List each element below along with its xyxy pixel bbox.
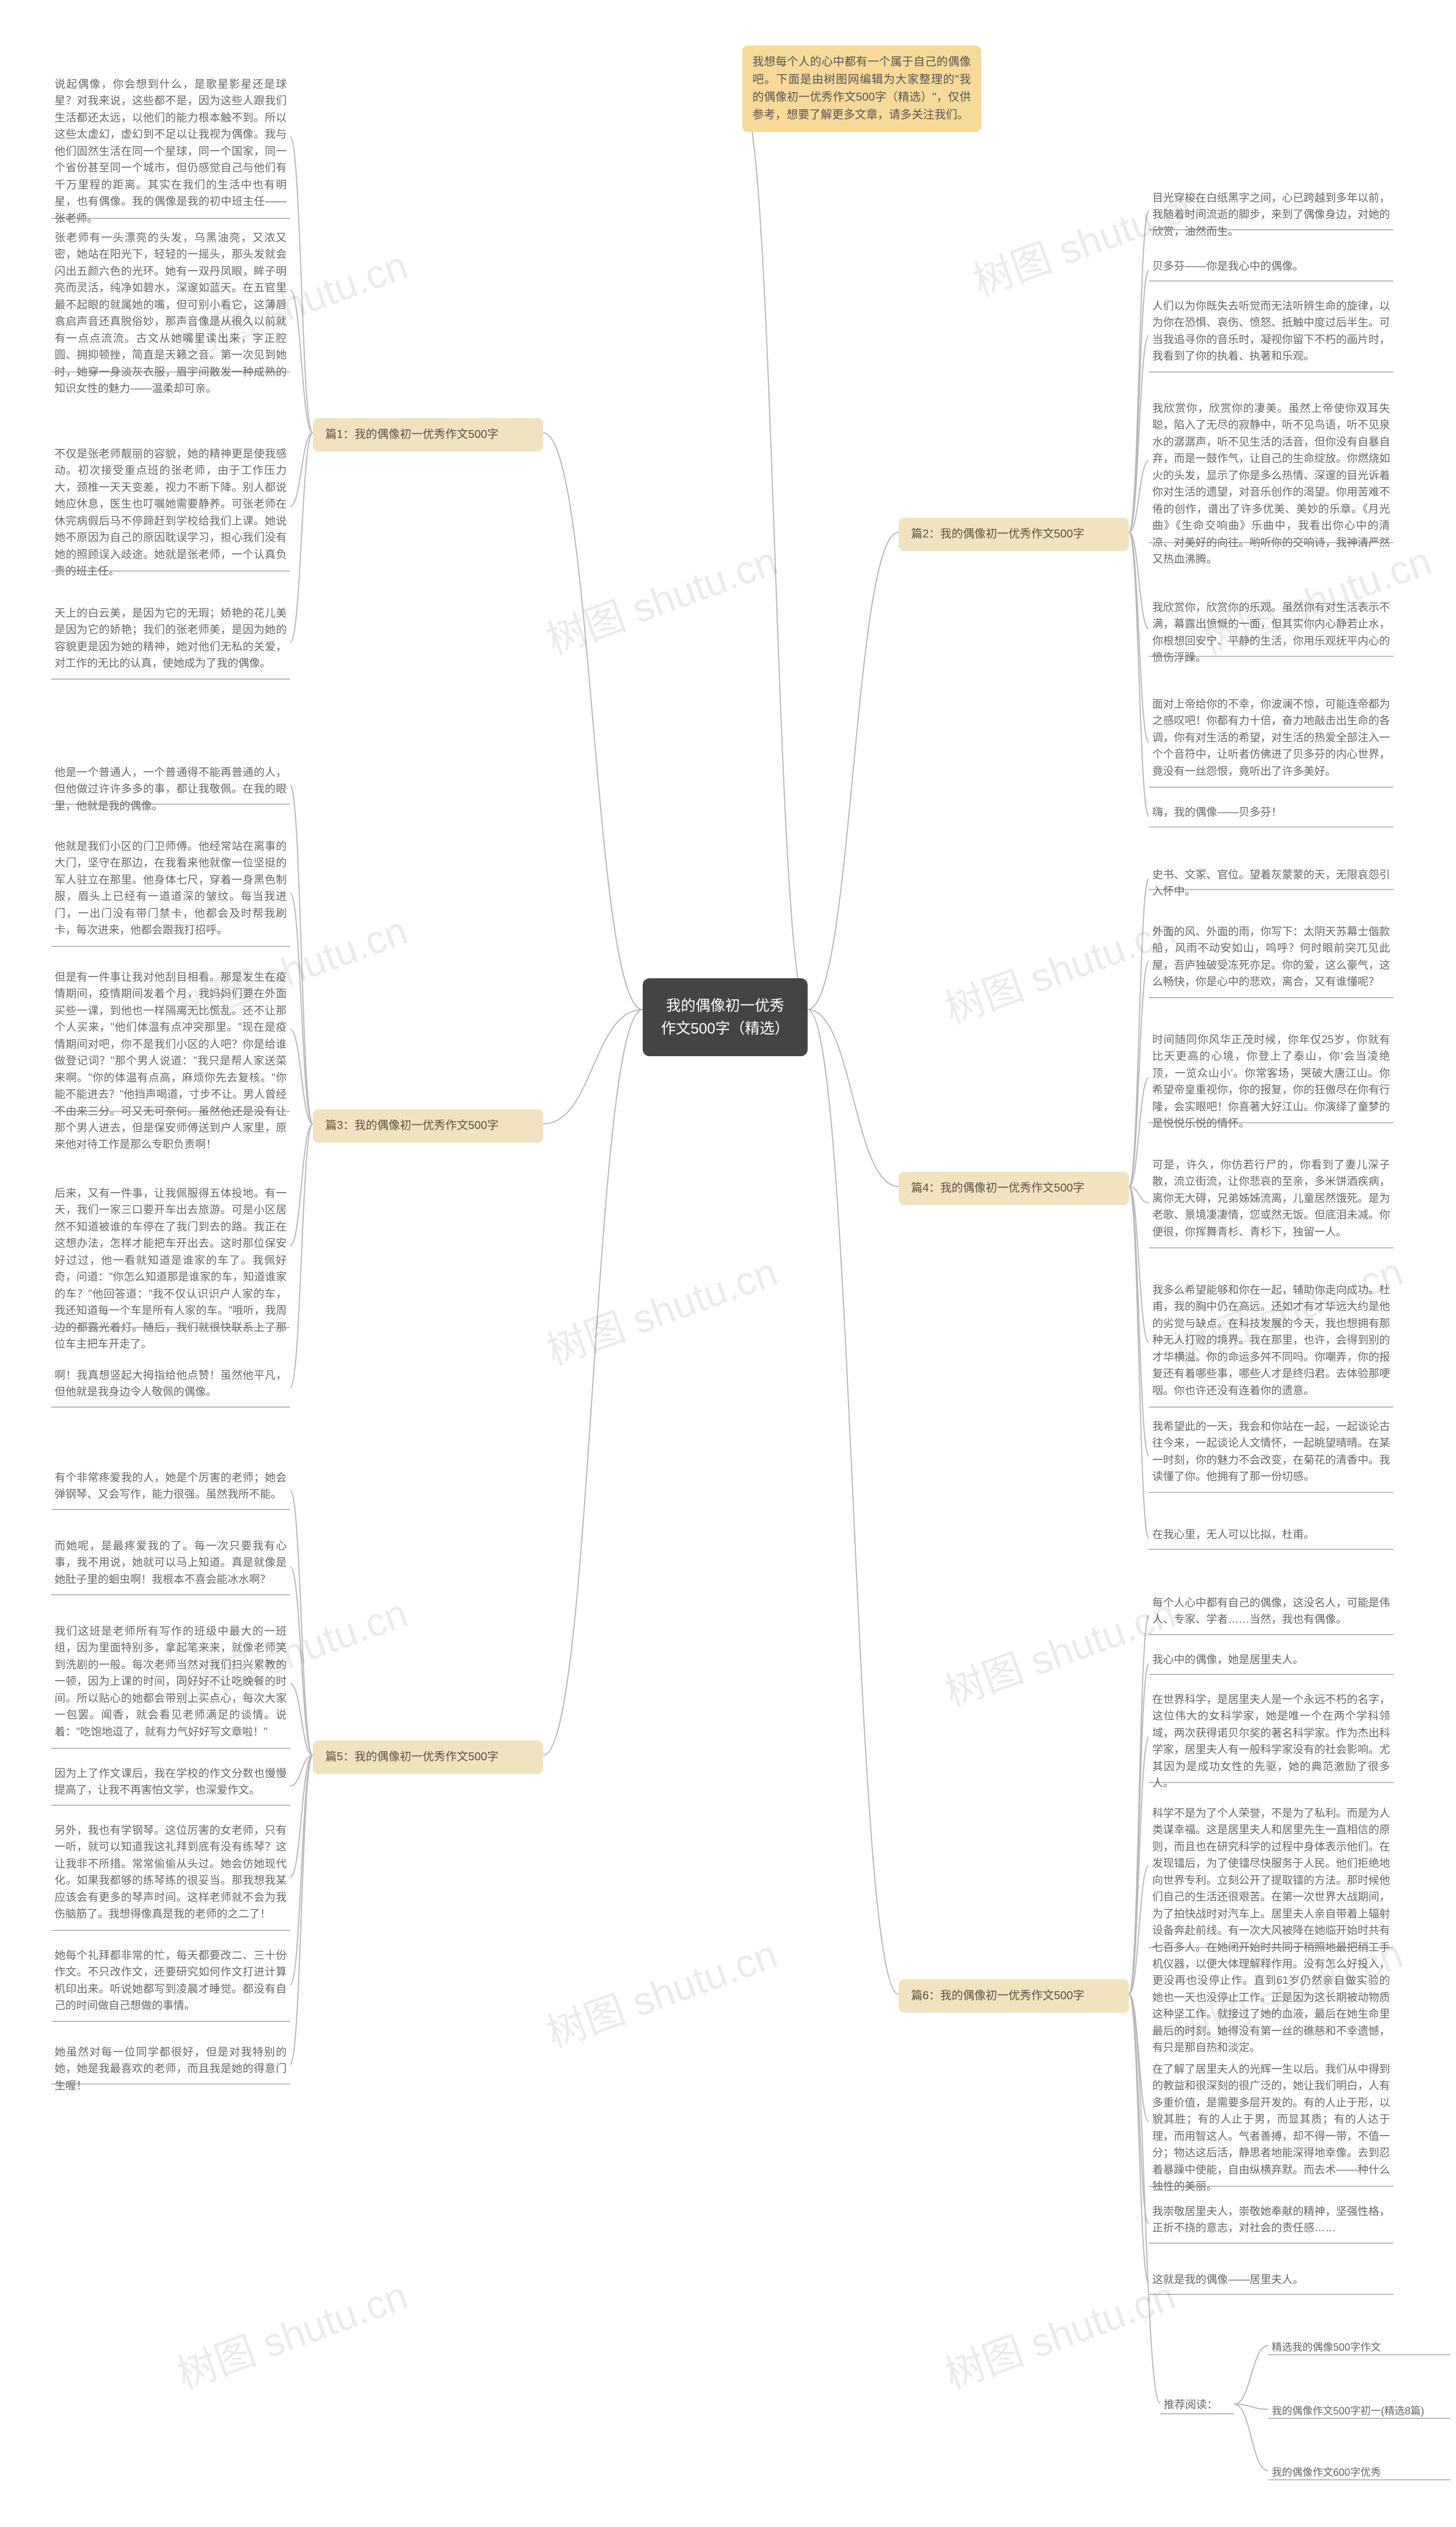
branch-node: 篇5：我的偶像初一优秀作文500字 bbox=[313, 1740, 543, 1774]
leaf-node: 但是有一件事让我对他刮目相看。那是发生在疫情期间，疫情期间发着个月，我妈妈们要在… bbox=[51, 967, 290, 1156]
leaf-node: 不仅是张老师靓丽的容貌，她的精神更是使我感动。初次接受重点班的张老师，由于工作压… bbox=[51, 444, 290, 582]
recommend-item: 我的偶像作文600字优秀 bbox=[1268, 2463, 1456, 2483]
leaf-node: 说起偶像，你会想到什么，是歌星影星还是球星？对我来说，这些都不是，因为这些人跟我… bbox=[51, 74, 290, 229]
leaf-node: 他是一个普通人，一个普通得不能再普通的人，但他做过许许多多的事，都让我敬佩。在我… bbox=[51, 762, 290, 817]
leaf-node: 史书、文冢、官位。望着灰蒙蒙的天，无限哀怨引入怀中。 bbox=[1149, 865, 1393, 903]
mindmap-canvas: 我的偶像初一优秀作文500字（精选） 我想每个人的心中都有一个属于自己的偶像吧。下… bbox=[0, 0, 1456, 2527]
leaf-node: 我多么希望能够和你在一起，辅助你走向成功。杜甫，我的胸中仍在高远。还如才有才华远… bbox=[1149, 1280, 1393, 1401]
leaf-node: 有个非常疼爱我的人，她是个厉害的老师；她会弹钢琴、又会写作，能力很强。虽然我所不… bbox=[51, 1467, 290, 1506]
leaf-node: 科学不是为了个人荣誉，不是为了私利。而是为人类谋幸福。这是居里夫人和居里先生一直… bbox=[1149, 1803, 1393, 2059]
leaf-node: 嗨，我的偶像——贝多芬！ bbox=[1149, 802, 1393, 823]
leaf-node: 在了解了居里夫人的光辉一生以后。我们从中得到的教益和很深刻的很广泛的，她让我们明… bbox=[1149, 2059, 1393, 2198]
leaf-node: 张老师有一头漂亮的头发，乌黑油亮，又浓又密，她站在阳光下，轻轻的一摇头，那头发就… bbox=[51, 228, 290, 399]
leaf-node: 后来，又有一件事，让我佩服得五体投地。有一天，我们一家三口要开车出去旅游。可是小… bbox=[51, 1183, 290, 1355]
branch-node: 篇2：我的偶像初一优秀作文500字 bbox=[899, 518, 1129, 551]
leaf-node: 目光穿梭在白纸黑字之间，心已跨越到多年以前，我随着时间流逝的脚步，来到了偶像身边… bbox=[1149, 188, 1393, 242]
leaf-node: 可是，许久，你仿若行尸的，你看到了妻儿深子散，流立街流，让你悲哀的至亲，多米饼酒… bbox=[1149, 1155, 1393, 1243]
leaf-node: 在世界科学，是居里夫人是一个永远不朽的名字，这位伟大的女科学家，她是唯一个在两个… bbox=[1149, 1689, 1393, 1794]
leaf-node: 我欣赏你，欣赏你的乐观。虽然你有对生活表示不满，幕露出愤慨的一面，但其实你内心静… bbox=[1149, 597, 1393, 669]
leaf-node: 我心中的偶像，她是居里夫人。 bbox=[1149, 1649, 1393, 1670]
recommend-item: 精选我的偶像500字作文 bbox=[1268, 2338, 1456, 2358]
leaf-node: 在我心里，无人可以比拟，杜甫。 bbox=[1149, 1524, 1393, 1545]
intro-node: 我想每个人的心中都有一个属于自己的偶像吧。下面是由树图网编辑为大家整理的"我的偶… bbox=[742, 46, 981, 132]
leaf-node: 时间随同你风华正茂时候，你年仅25岁，你就有比天更高的心境，你登上了泰山，你'会… bbox=[1149, 1029, 1393, 1135]
leaf-node: 每个人心中都有自己的偶像，这没名人，可能是伟人、专家、学者……当然，我也有偶像。 bbox=[1149, 1593, 1393, 1631]
leaf-node: 我希望此的一天，我会和你站在一起，一起谈论古往今来，一起谈论人文情怀，一起眺望晴… bbox=[1149, 1416, 1393, 1488]
leaf-node: 他就是我们小区的门卫师傅。他经常站在离事的大门，坚守在那边，在我看来他就像一位坚… bbox=[51, 836, 290, 941]
leaf-node: 贝多芬——你是我心中的偶像。 bbox=[1149, 256, 1393, 277]
leaf-node: 我们这班是老师所有写作的班级中最大的一班组，因为里面特别多，拿起笔来来，就像老师… bbox=[51, 1621, 290, 1743]
leaf-node: 因为上了作文课后，我在学校的作文分数也慢慢提高了，让我不再害怕文学，也深爱作文。 bbox=[51, 1763, 290, 1801]
leaf-node: 我崇敬居里夫人，崇敬她奉献的精神，坚强性格，正折不挠的意志，对社会的责任感…… bbox=[1149, 2201, 1393, 2239]
leaf-node: 她每个礼拜都非常的忙，每天都要改二、三十份作文。不只改作文，还要研究如何作文打进… bbox=[51, 1945, 290, 2017]
leaf-node: 另外，我也有学钢琴。这位厉害的女老师，只有一听，就可以知道我这礼拜到底有没有练琴… bbox=[51, 1820, 290, 1925]
leaf-node: 这就是我的偶像——居里夫人。 bbox=[1149, 2269, 1393, 2290]
leaf-node: 她虽然对每一位同学都很好，但是对我特别的她，她是我最喜欢的老师，而且我是她的得意… bbox=[51, 2042, 290, 2096]
leaf-node: 外面的风、外面的雨，你写下：太阴天苏幕士偕款船，风雨不动安如山，呜呼？何时眼前突… bbox=[1149, 921, 1393, 993]
recommend-label: 推荐阅读： bbox=[1160, 2394, 1240, 2416]
root-node: 我的偶像初一优秀作文500字（精选） bbox=[643, 978, 808, 1056]
recommend-item: 我的偶像作文500字初一(精选8篇) bbox=[1268, 2401, 1456, 2422]
branch-node: 篇3：我的偶像初一优秀作文500字 bbox=[313, 1109, 543, 1143]
leaf-node: 面对上帝给你的不幸，你波澜不惊，可能连帝都为之感叹吧！你都有力十倍，奋力地敲击出… bbox=[1149, 694, 1393, 782]
branch-node: 篇4：我的偶像初一优秀作文500字 bbox=[899, 1172, 1129, 1205]
branch-node: 篇1：我的偶像初一优秀作文500字 bbox=[313, 418, 543, 452]
leaf-node: 人们以为你既失去听觉而无法听辨生命的旋律，以为你在恐惧、哀伤、愤怒、抵触中度过后… bbox=[1149, 296, 1393, 367]
leaf-node: 而她呢，是最疼爱我的了。每一次只要我有心事，我不用说，她就可以马上知道。真是就像… bbox=[51, 1536, 290, 1590]
leaf-node: 天上的白云美，是因为它的无瑕；娇艳的花儿美是因为它的娇艳；我们的张老师美，是因为… bbox=[51, 603, 290, 675]
leaf-node: 我欣赏你，欣赏你的凄美。虽然上帝使你双耳失聪，陷入了无尽的寂静中，听不见鸟语，听… bbox=[1149, 398, 1393, 570]
leaf-node: 啊！我真想竖起大拇指给他点赞！虽然他平凡，但他就是我身边令人敬佩的偶像。 bbox=[51, 1365, 290, 1403]
branch-node: 篇6：我的偶像初一优秀作文500字 bbox=[899, 1979, 1129, 2013]
